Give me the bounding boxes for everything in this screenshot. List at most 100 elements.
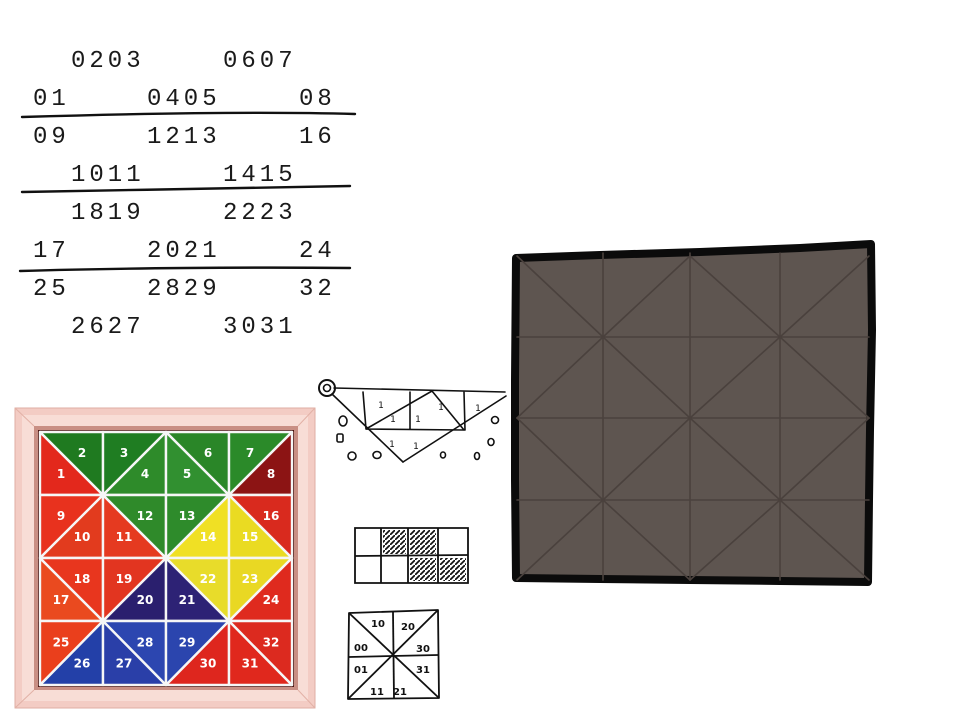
puzzle-piece-label: 7 [246, 446, 254, 460]
code-cell: 24 [299, 238, 336, 265]
puzzle-piece-label: 2 [78, 446, 86, 460]
code-cell: 17 [33, 238, 70, 265]
triangle-mark: 1 [415, 415, 421, 425]
board-diagonal-line [602, 499, 691, 581]
pebble [372, 450, 382, 460]
frame-miter [14, 689, 35, 709]
code-cell: 1213 [147, 124, 221, 151]
board-grid [516, 252, 870, 581]
code-cell: 25 [33, 276, 70, 303]
quadrant-square-sketch [347, 609, 440, 700]
board-diagonal-line [516, 499, 604, 581]
triangle-right-edge [402, 395, 507, 463]
pebble [439, 451, 447, 459]
quadrant-label: 31 [416, 665, 430, 676]
pebble [473, 451, 481, 461]
code-cell: 1415 [223, 162, 297, 189]
triangle-mark: 1 [413, 442, 419, 452]
triangle-mark: 1 [378, 401, 384, 411]
puzzle-piece-label: 31 [242, 657, 259, 671]
code-cell: 09 [33, 124, 70, 151]
hatched-cell [440, 558, 466, 581]
knot-inner-circle [322, 383, 332, 393]
puzzle-piece-label: 25 [53, 635, 70, 649]
board-diagonal-line [779, 255, 870, 338]
board-diagonal-line [516, 417, 604, 501]
pebble [490, 415, 500, 425]
code-cell: 1011 [71, 162, 145, 189]
puzzle-piece-label: 28 [137, 635, 154, 649]
hatch-grid-divider [354, 554, 469, 557]
code-cell: 2223 [223, 200, 297, 227]
triangle-mark: 1 [389, 440, 395, 450]
quadrant-label: 21 [393, 687, 407, 698]
puzzle-piece-label: 23 [242, 572, 259, 586]
code-cell: 32 [299, 276, 336, 303]
board-diagonal-line [779, 336, 870, 419]
hatched-cells [383, 530, 466, 581]
puzzle-piece-label: 21 [179, 593, 196, 607]
hatch-grid-divider [380, 528, 439, 583]
code-table-rules [18, 111, 357, 273]
puzzle-piece-label: 6 [204, 446, 212, 460]
pebble [336, 433, 344, 443]
puzzle-piece-label: 10 [74, 530, 91, 544]
puzzle-piece [227, 619, 294, 687]
board-diagonal-line [516, 336, 604, 419]
puzzle-piece-label: 19 [116, 572, 133, 586]
code-cell: 2627 [71, 314, 145, 341]
puzzle-piece-label: 20 [137, 593, 154, 607]
pebble [487, 437, 495, 447]
triangle-mark: 1 [475, 404, 481, 414]
hatch-grid-outline [354, 527, 469, 584]
puzzle-piece-label: 22 [200, 572, 217, 586]
hatch-grid-lines [354, 527, 469, 584]
code-cell: 0607 [223, 48, 297, 75]
hatch-grid-sketch [354, 527, 469, 584]
quadrant-label: 10 [371, 619, 385, 630]
puzzle-piece-label: 17 [53, 593, 70, 607]
code-cell: 2829 [147, 276, 221, 303]
puzzle-piece [227, 493, 294, 560]
puzzle-piece-label: 5 [183, 467, 191, 481]
puzzle-frame-miters [14, 407, 316, 709]
code-table-rule [20, 111, 357, 119]
puzzle-piece-label: 18 [74, 572, 91, 586]
puzzle-piece-label: 27 [116, 657, 133, 671]
triangle-mark: 1 [438, 403, 444, 413]
triangle-mark: 1 [390, 415, 396, 425]
quadrant-label: 01 [354, 665, 368, 676]
puzzle-piece-label: 1 [57, 467, 65, 481]
board-diagonal-line [689, 417, 781, 501]
puzzle-piece-label: 11 [116, 530, 133, 544]
puzzle-piece-label: 4 [141, 467, 149, 481]
frame-miter [297, 407, 316, 427]
pebble [347, 451, 357, 461]
puzzle-piece-label: 16 [263, 509, 280, 523]
triangle-inner-lines [362, 390, 466, 431]
board-diagonal-line [516, 255, 604, 338]
board-diagonal-line [779, 417, 870, 501]
code-table-rule [20, 184, 352, 194]
board-diagonal-line [602, 417, 691, 501]
code-table-rule [18, 266, 352, 273]
puzzle-piece-label: 26 [74, 657, 91, 671]
quadrant-square-labels: 10 20 00 30 01 31 11 21 [354, 619, 430, 698]
puzzle-piece-label: 8 [267, 467, 275, 481]
quadrant-square-diagonal [347, 609, 439, 700]
triangle-top-edge [333, 387, 506, 393]
board-diagonal-line [602, 255, 691, 338]
code-cell: 0405 [147, 86, 221, 113]
puzzle-piece-label: 13 [179, 509, 196, 523]
code-cell: 08 [299, 86, 336, 113]
puzzle-piece-label: 9 [57, 509, 65, 523]
code-table: 0203 0607 01 0405 08 09 1213 16 1011 141… [0, 0, 380, 350]
board-diagonal-line [689, 255, 781, 338]
puzzle-piece-label: 3 [120, 446, 128, 460]
code-cell: 01 [33, 86, 70, 113]
quadrant-label: 30 [416, 644, 430, 655]
board-diagonal-line [602, 336, 691, 419]
